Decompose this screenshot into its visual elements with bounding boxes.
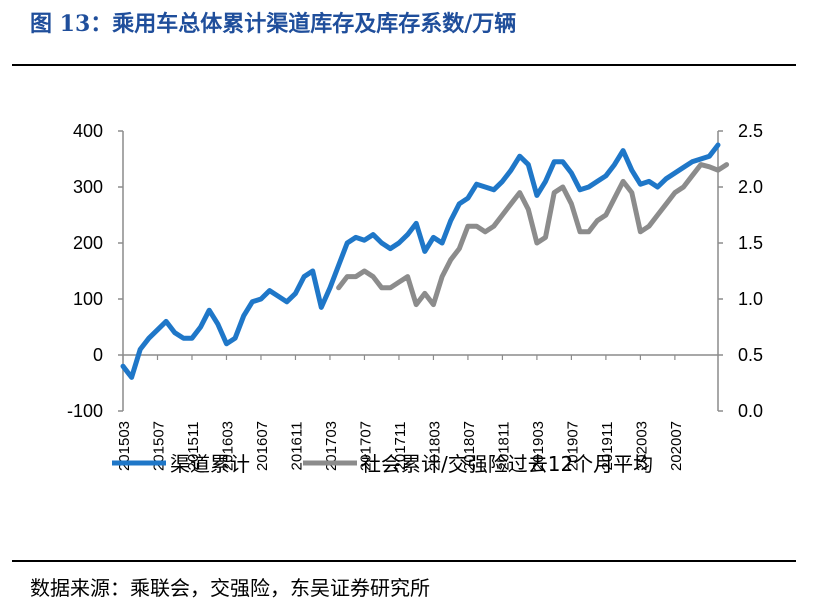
y-left-tick-label: 200 — [73, 233, 103, 253]
y-left-tick-label: -100 — [67, 401, 103, 421]
x-tick-label: 201811 — [495, 422, 512, 471]
chart-series — [120, 142, 730, 380]
x-tick-label: 202007 — [668, 421, 685, 471]
y-left-tick-label: 300 — [73, 177, 103, 197]
x-tick-label: 201603 — [219, 421, 236, 471]
top-divider — [12, 64, 796, 66]
x-tick-label: 201707 — [357, 421, 374, 471]
line-chart: 400 300 200 100 0 -100 2.5 2.0 1.5 1.0 0.5 0.0 20150… — [67, 121, 763, 476]
source-note: 数据来源：乘联会，交强险，东吴证券研究所 — [30, 576, 430, 600]
y-right-tick-label: 2.5 — [738, 121, 763, 141]
y-right-tick-label: 0.0 — [738, 401, 763, 421]
series-line-channel-cumulative — [120, 142, 721, 380]
chart-legend: 渠道累计 社会累计/交强险过去12个月平均 — [112, 452, 653, 476]
x-tick-label: 202003 — [633, 421, 650, 471]
x-tick-label: 201511 — [185, 422, 202, 471]
x-tick-label: 201907 — [564, 421, 581, 471]
legend-social-ratio-label: 社会累计/交强险过去12个月平均 — [361, 452, 653, 476]
x-tick-label: 201611 — [288, 422, 305, 471]
bottom-divider — [12, 560, 796, 562]
y-right-tick-label: 1.0 — [738, 289, 763, 309]
y-left-tick-label: 0 — [93, 345, 103, 365]
y-right-tick-label: 1.5 — [738, 233, 763, 253]
x-tick-label: 201803 — [426, 421, 443, 471]
y-left-tick-label: 100 — [73, 289, 103, 309]
x-tick-label: 201703 — [323, 421, 340, 471]
x-tick-label: 201711 — [392, 422, 409, 471]
y-right-tick-label: 2.0 — [738, 177, 763, 197]
figure-title: 图 13：乘用车总体累计渠道库存及库存系数/万辆 — [30, 11, 517, 37]
chart-axes: 400 300 200 100 0 -100 2.5 2.0 1.5 1.0 0.5 0.0 20150… — [67, 121, 763, 471]
x-tick-label: 201807 — [461, 421, 478, 471]
x-tick-label: 201503 — [116, 421, 133, 471]
x-tick-label: 201607 — [254, 421, 271, 471]
y-right-tick-label: 0.5 — [738, 345, 763, 365]
series-line-social-ratio — [336, 162, 730, 308]
x-tick-label: 201507 — [150, 421, 167, 471]
x-tick-label: 201911 — [599, 422, 616, 471]
legend-channel-cumulative-label: 渠道累计 — [170, 452, 250, 476]
x-tick-label: 201903 — [530, 421, 547, 471]
y-left-tick-label: 400 — [73, 121, 103, 141]
